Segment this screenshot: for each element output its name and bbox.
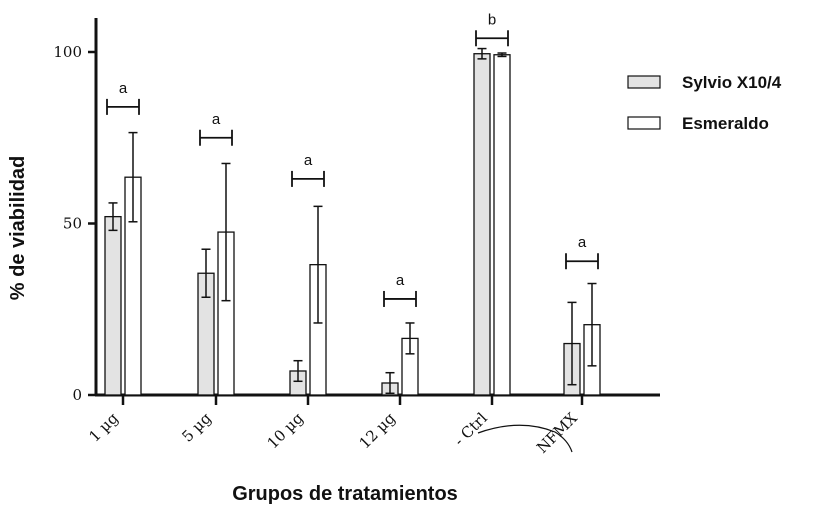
- significance-label: a: [396, 272, 405, 289]
- y-tick-label: 0: [72, 386, 82, 404]
- y-tick-label: 100: [53, 43, 82, 61]
- error-bars: [108, 47, 597, 395]
- legend-swatch-0: [627, 75, 661, 89]
- x-tick-label: 1 µg: [85, 409, 122, 446]
- bar: [493, 54, 511, 396]
- x-axis-title: Grupos de tratamientos: [232, 483, 458, 505]
- bar: [473, 53, 491, 396]
- x-tick-label: 10 µg: [264, 409, 308, 453]
- x-tick-label: 12 µg: [356, 409, 400, 453]
- bar: [104, 215, 122, 396]
- significance-label: a: [119, 80, 128, 97]
- significance-brackets: a a a a b a: [106, 11, 599, 307]
- legend: Sylvio X10/4 Esmeraldo: [627, 73, 782, 133]
- annotation-curve: [477, 424, 573, 453]
- y-axis-title: % de viabilidad: [7, 156, 29, 300]
- axes: [94, 18, 660, 397]
- y-tick-label: 50: [63, 215, 82, 233]
- bars: [104, 53, 601, 396]
- significance-label: a: [212, 111, 221, 128]
- legend-label-1: Esmeraldo: [682, 114, 769, 133]
- legend-label-0: Sylvio X10/4: [682, 73, 782, 92]
- x-tick-label: 5 µg: [178, 409, 215, 446]
- significance-label: a: [304, 152, 313, 169]
- x-tick-label: - Ctrl: [450, 409, 491, 450]
- significance-label: b: [488, 11, 496, 28]
- significance-label: a: [578, 234, 587, 251]
- legend-swatch-1: [627, 116, 661, 130]
